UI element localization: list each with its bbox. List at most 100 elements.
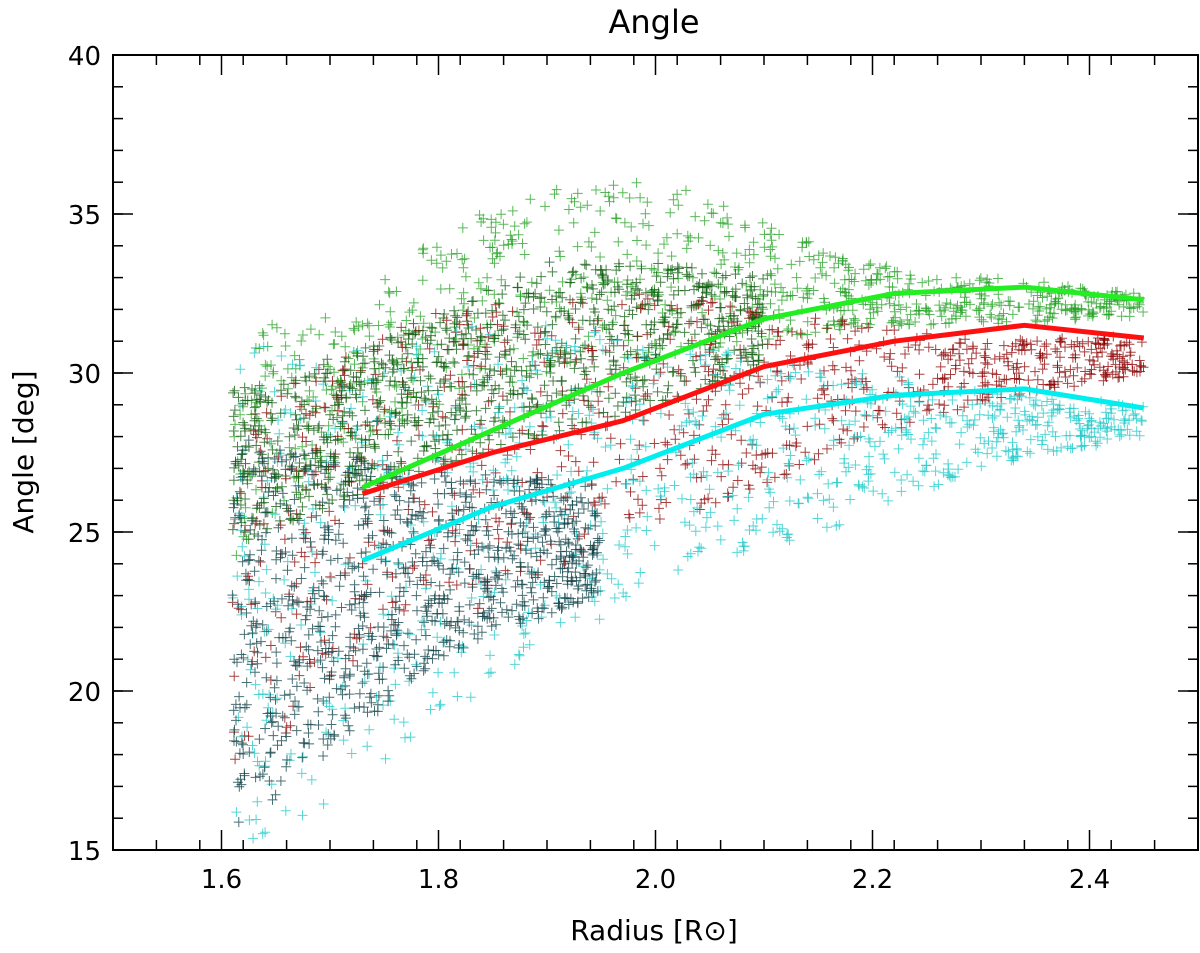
scatter-point xyxy=(417,325,428,336)
scatter-point xyxy=(1036,439,1047,450)
scatter-point xyxy=(630,390,640,401)
scatter-point xyxy=(814,469,825,480)
scatter-point xyxy=(1003,446,1014,457)
scatter-point xyxy=(389,461,400,472)
scatter-point xyxy=(325,364,336,375)
scatter-point xyxy=(1067,304,1078,315)
scatter-point xyxy=(441,256,452,267)
scatter-point xyxy=(325,409,335,420)
scatter-point xyxy=(362,318,373,329)
scatter-point xyxy=(518,353,529,364)
scatter-point xyxy=(439,488,450,499)
scatter-point xyxy=(640,208,651,219)
scatter-point xyxy=(535,547,546,558)
scatter-point xyxy=(571,516,582,527)
scatter-point xyxy=(359,502,370,513)
scatter-point xyxy=(386,528,397,539)
scatter-point xyxy=(934,399,945,410)
scatter-point xyxy=(494,403,504,414)
scatter-point xyxy=(265,692,276,703)
scatter-point xyxy=(1041,339,1052,349)
scatter-point xyxy=(267,716,278,727)
scatter-point xyxy=(962,415,973,426)
scatter-point xyxy=(250,598,261,609)
scatter-point xyxy=(244,594,254,605)
scatter-point xyxy=(772,326,783,337)
scatter-point xyxy=(338,735,349,746)
scatter-point xyxy=(1002,412,1013,423)
scatter-point xyxy=(782,529,793,540)
scatter-point xyxy=(394,495,405,506)
scatter-point xyxy=(672,228,683,239)
scatter-point xyxy=(526,566,537,577)
scatter-point xyxy=(515,557,526,568)
scatter-point xyxy=(261,527,271,538)
scatter-point xyxy=(1018,425,1028,435)
scatter-point xyxy=(1065,412,1076,423)
scatter-point xyxy=(489,365,500,376)
scatter-point xyxy=(271,471,281,482)
scatter-point xyxy=(577,342,588,353)
scatter-point xyxy=(426,577,437,588)
scatter-point xyxy=(987,443,998,453)
scatter-point xyxy=(497,607,507,618)
scatter-point xyxy=(847,305,858,316)
scatter-point xyxy=(328,451,339,462)
scatter-point xyxy=(541,412,552,423)
scatter-point xyxy=(241,608,252,618)
scatter-point xyxy=(539,526,550,537)
scatter-point xyxy=(486,667,496,678)
scatter-point xyxy=(250,622,261,633)
scatter-point xyxy=(877,419,888,430)
scatter-point xyxy=(602,568,613,579)
scatter-point xyxy=(766,223,777,234)
scatter-point xyxy=(715,282,726,292)
scatter-point xyxy=(742,303,753,314)
scatter-point xyxy=(673,565,684,575)
scatter-point xyxy=(450,536,461,547)
scatter-point xyxy=(1119,340,1130,351)
scatter-point xyxy=(697,292,708,303)
scatter-point xyxy=(1091,347,1102,358)
scatter-point xyxy=(482,613,493,624)
scatter-point xyxy=(293,597,304,608)
scatter-point xyxy=(905,309,916,320)
scatter-point xyxy=(1067,352,1078,363)
scatter-point xyxy=(762,474,773,485)
scatter-point xyxy=(547,319,558,330)
scatter-point xyxy=(408,387,419,398)
scatter-point xyxy=(1036,400,1047,411)
scatter-point xyxy=(941,411,952,422)
scatter-point xyxy=(936,350,947,361)
scatter-point xyxy=(527,577,538,588)
scatter-point xyxy=(844,262,854,273)
scatter-point xyxy=(841,466,851,477)
scatter-point xyxy=(586,293,597,304)
scatter-point xyxy=(961,297,972,308)
scatter-point xyxy=(633,578,644,589)
scatter-point xyxy=(309,593,320,604)
scatter-point xyxy=(637,345,648,356)
scatter-point xyxy=(524,401,535,412)
scatter-point xyxy=(277,548,288,559)
scatter-point xyxy=(518,383,529,394)
scatter-point xyxy=(829,364,840,375)
scatter-point xyxy=(270,694,281,705)
scatter-point xyxy=(520,545,531,556)
scatter-point xyxy=(384,350,395,361)
scatter-point xyxy=(479,576,490,587)
scatter-point xyxy=(245,639,256,650)
scatter-point xyxy=(977,394,988,405)
scatter-point xyxy=(342,467,353,478)
scatter-point xyxy=(228,411,239,422)
scatter-point xyxy=(766,270,777,281)
scatter-point xyxy=(295,401,305,412)
scatter-point xyxy=(228,705,239,716)
scatter-point xyxy=(819,365,829,376)
scatter-point xyxy=(867,384,878,395)
scatter-point xyxy=(365,622,376,633)
scatter-point xyxy=(438,590,449,601)
scatter-point xyxy=(339,502,350,513)
scatter-point xyxy=(510,581,521,592)
scatter-point xyxy=(971,348,982,359)
